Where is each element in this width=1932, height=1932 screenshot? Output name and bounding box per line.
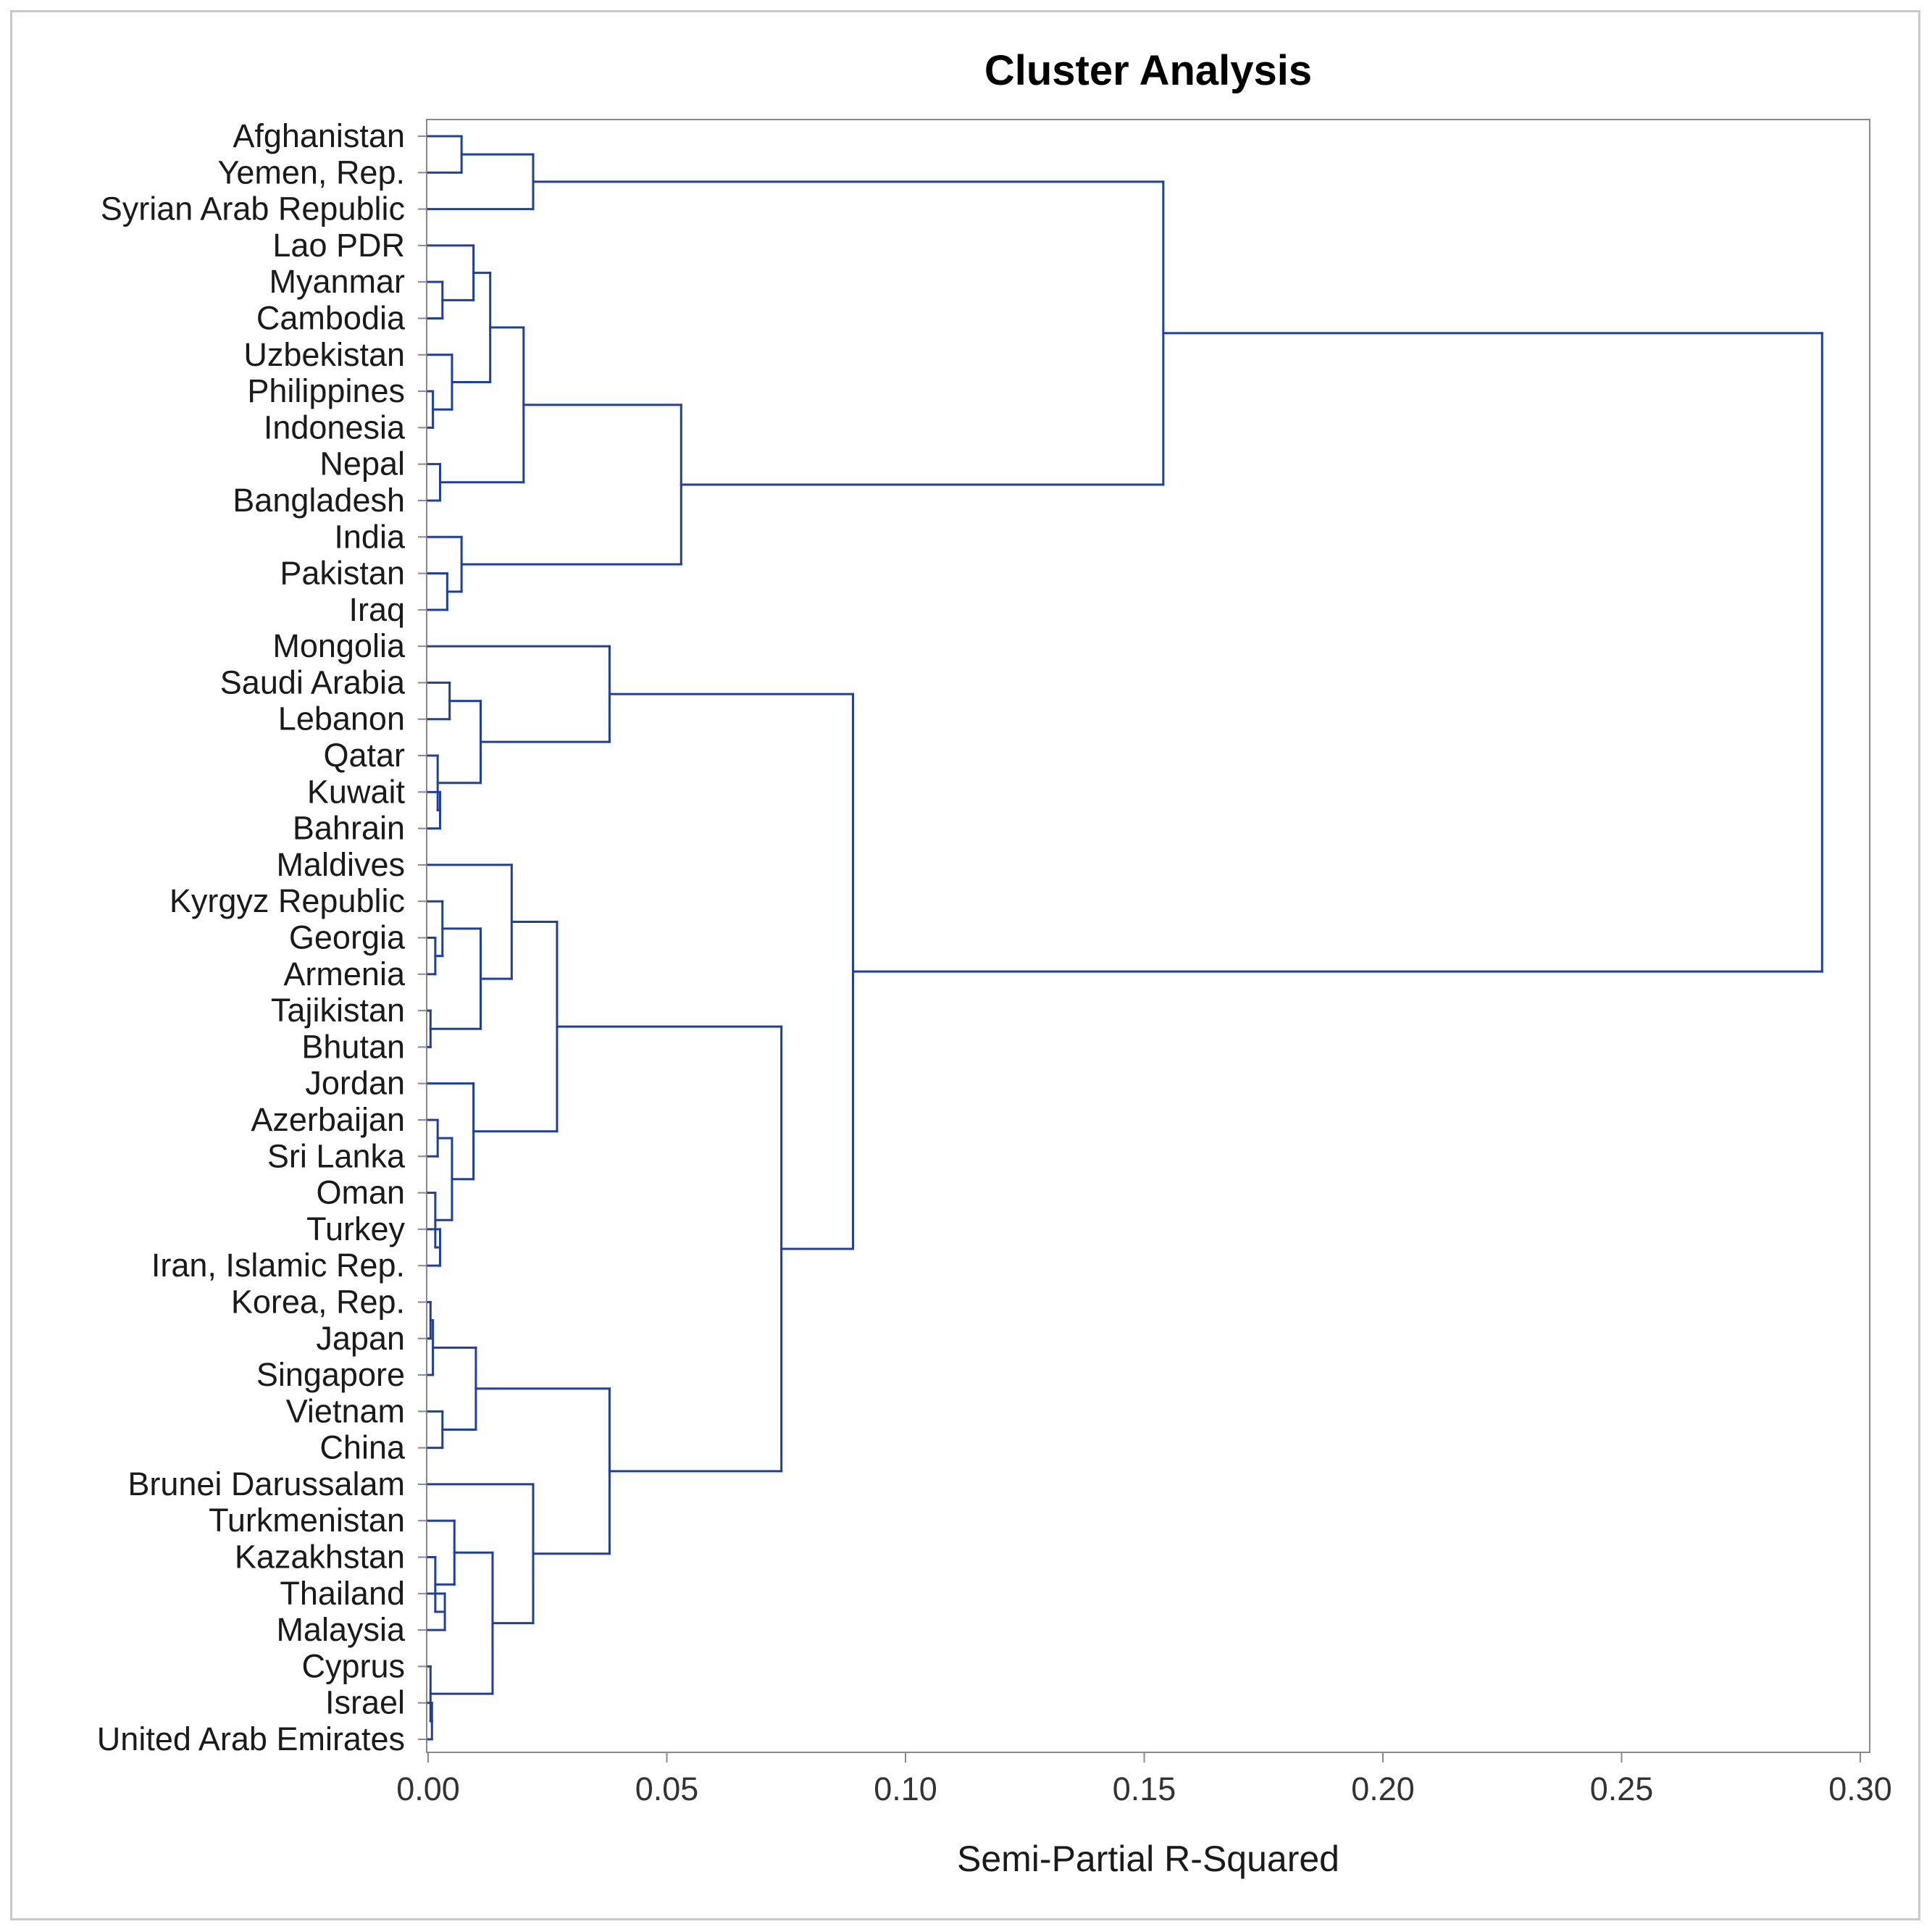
leaf-label: Philippines [247,372,405,409]
leaf-label: Jordan [305,1065,405,1102]
leaf-label: Thailand [280,1575,405,1612]
x-tick-label: 0.25 [1590,1770,1654,1807]
leaf-label: Iraq [348,591,405,628]
leaf-label: Brunei Darussalam [127,1465,405,1502]
leaf-label: Myanmar [269,263,405,300]
x-tick-label: 0.10 [874,1770,937,1807]
leaf-label: Maldives [276,846,405,883]
leaf-label: Tajikistan [271,992,405,1029]
leaf-label: Saudi Arabia [220,664,406,701]
leaf-label: India [334,518,406,555]
x-tick-label: 0.00 [396,1770,460,1807]
leaf-label: Nepal [319,446,405,482]
leaf-label: Bahrain [293,810,405,847]
leaf-label: Bangladesh [233,482,405,519]
leaf-label: Qatar [323,737,405,774]
leaf-label: Azerbaijan [251,1101,405,1138]
x-axis: 0.00 0.05 0.10 0.15 0.20 0.25 0.30 [396,1752,1892,1807]
leaf-label: Kyrgyz Republic [170,882,405,919]
leaf-label: Iran, Islamic Rep. [151,1247,405,1284]
chart-title: Cluster Analysis [984,47,1312,94]
leaf-label: Oman [316,1174,405,1211]
leaf-label: Singapore [256,1356,405,1393]
leaf-label: Cambodia [256,299,406,336]
leaf-label: Israel [325,1684,405,1721]
leaf-label: Pakistan [280,555,405,592]
leaf-label: Japan [316,1320,405,1357]
x-tick-label: 0.05 [635,1770,699,1807]
leaf-label: Kazakhstan [235,1539,405,1576]
leaf-label: Vietnam [286,1392,405,1429]
leaf-label: Yemen, Rep. [217,154,405,191]
plot-area [426,119,1870,1753]
x-tick-label: 0.20 [1351,1770,1415,1807]
dendrogram-branches [427,135,1823,1741]
leaf-label: United Arab Emirates [97,1720,405,1757]
leaf-label: Lao PDR [272,227,405,264]
leaf-label: Syrian Arab Republic [101,191,405,227]
leaf-label: Turkmenistan [209,1502,405,1539]
leaf-label: Korea, Rep. [231,1283,405,1320]
leaf-label: Malaysia [276,1611,406,1648]
leaf-label: Armenia [283,955,406,992]
leaf-label: Afghanistan [233,117,405,154]
leaf-label: China [319,1429,406,1466]
leaf-label: Kuwait [307,773,406,810]
leaf-label: Bhutan [301,1028,405,1065]
leaf-label: Uzbekistan [243,336,405,373]
x-tick-label: 0.15 [1113,1770,1176,1807]
chart-frame: Cluster Analysis Afghanistan Yemen, Rep. S… [10,10,1920,1920]
leaf-label: Lebanon [278,701,405,737]
leaf-label: Sri Lanka [267,1137,406,1174]
leaf-label: Georgia [289,919,406,956]
leaf-label: Turkey [306,1210,405,1247]
leaf-label: Mongolia [272,627,406,664]
leaf-label: Indonesia [264,409,406,446]
leaf-label: Cyprus [301,1647,405,1684]
x-axis-label: Semi-Partial R-Squared [957,1839,1339,1879]
x-tick-label: 0.30 [1828,1770,1892,1807]
